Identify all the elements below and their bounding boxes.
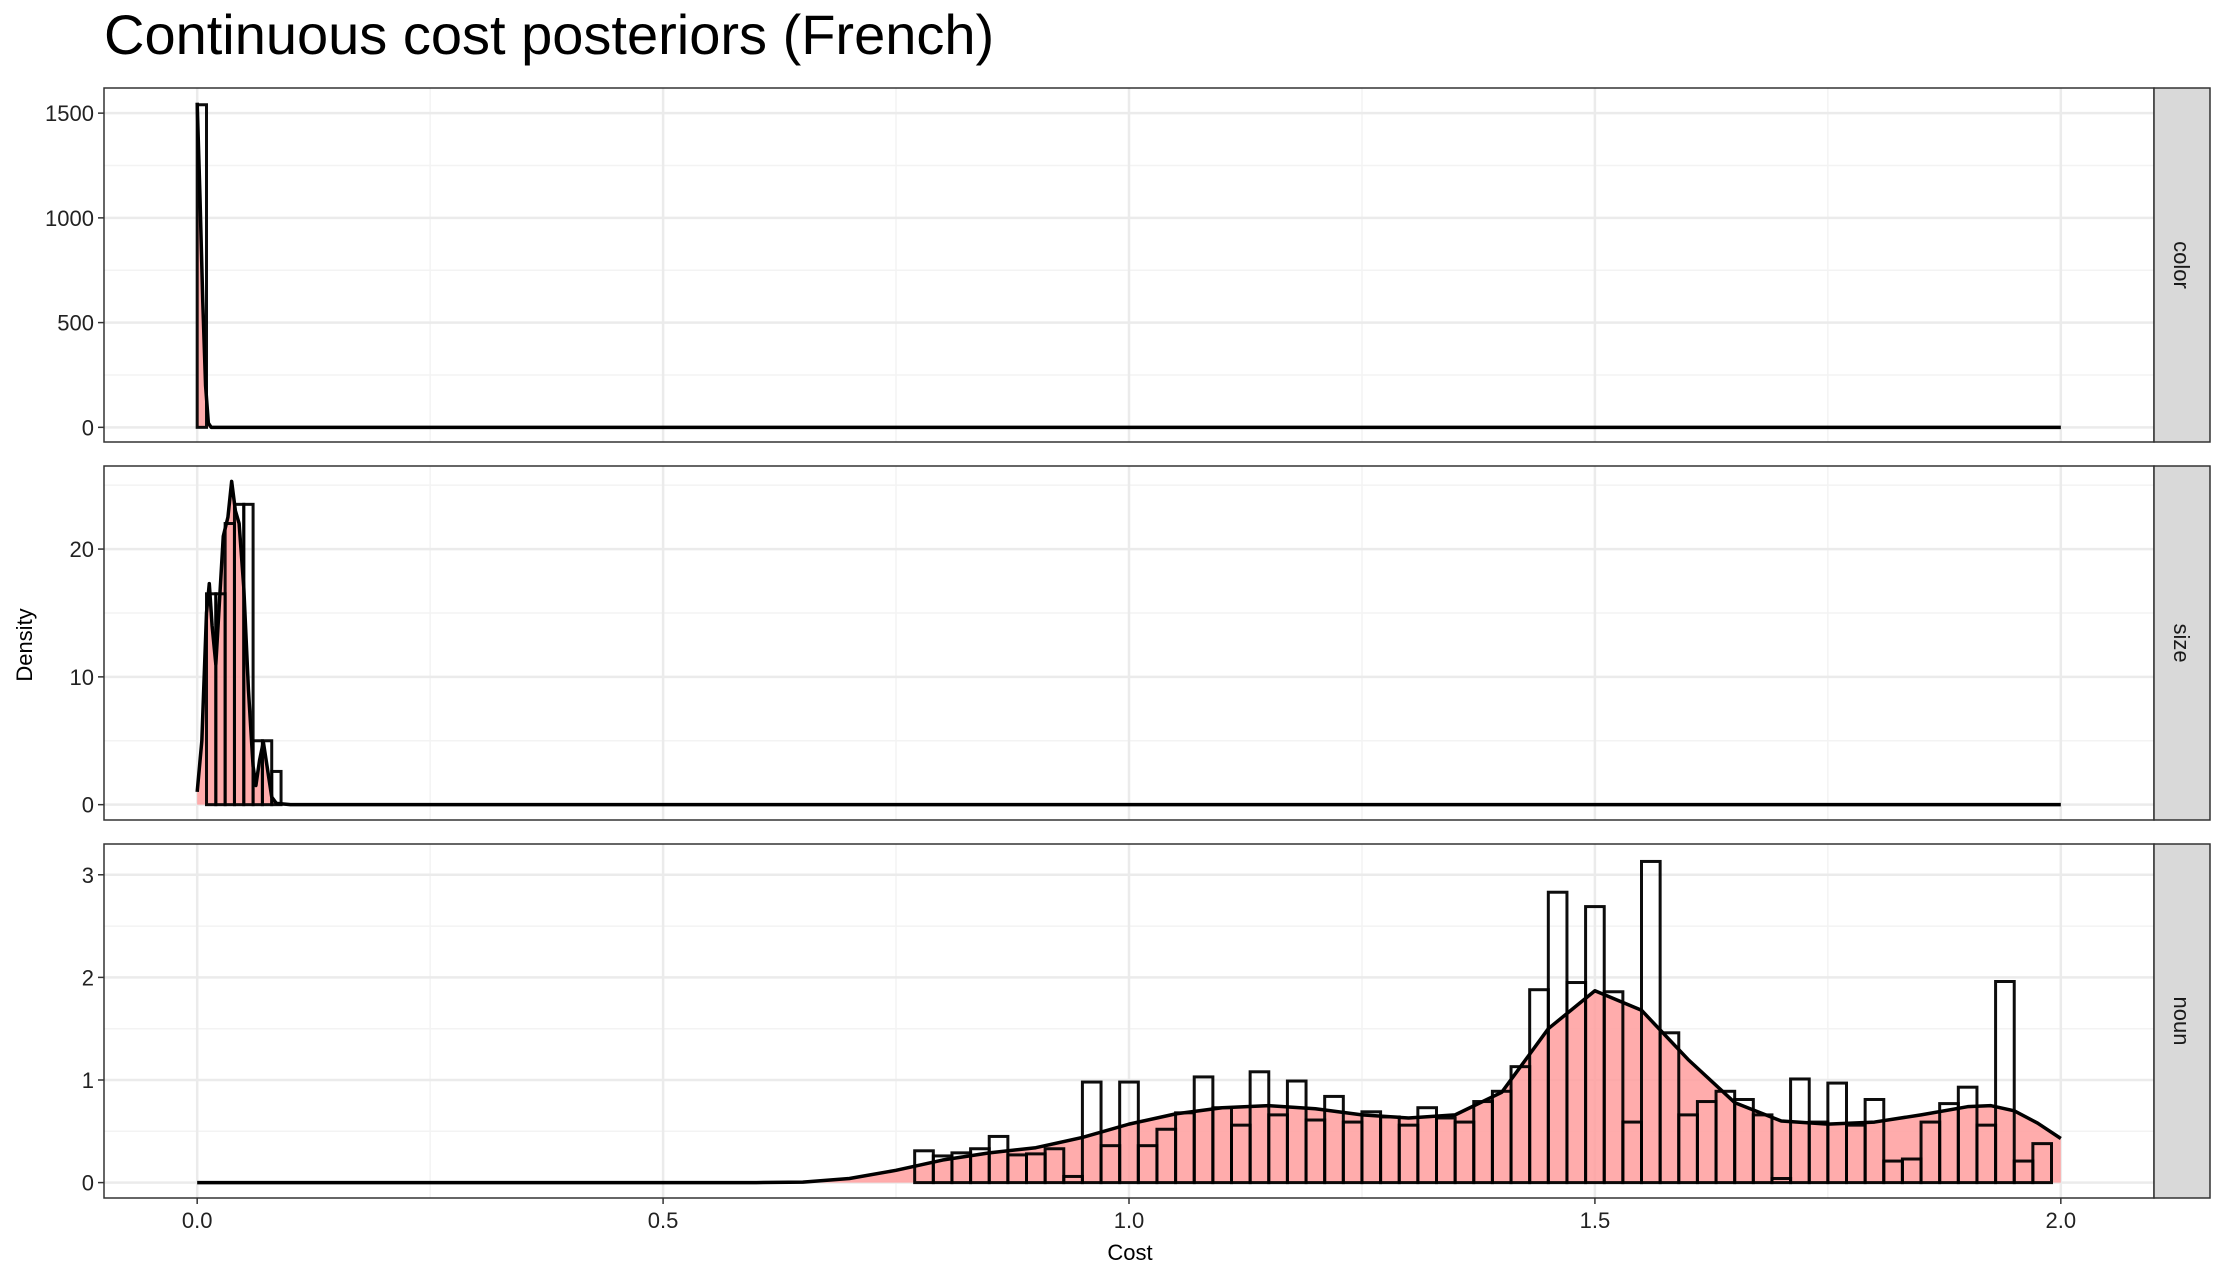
density-line-noun xyxy=(197,988,2062,1185)
density-line-size xyxy=(195,479,2061,807)
y-tick-label: 20 xyxy=(70,537,94,562)
histogram-noun xyxy=(913,859,2054,1185)
histogram-bar xyxy=(2031,1142,2054,1185)
histogram-bar xyxy=(1863,1097,1886,1185)
strip-background xyxy=(2153,87,2211,443)
strip-label: size xyxy=(2169,623,2194,662)
histogram-bar xyxy=(242,502,255,807)
density-line-color xyxy=(195,102,2061,430)
histogram-bar xyxy=(1602,990,1625,1185)
strip-label: color xyxy=(2169,241,2194,289)
facet-strip-size: size xyxy=(2153,465,2211,821)
y-tick-label: 10 xyxy=(70,665,94,690)
chart-title: Continuous cost posteriors (French) xyxy=(104,3,995,66)
y-tick-label: 500 xyxy=(57,311,94,336)
facet-strip-color: color xyxy=(2153,87,2211,443)
facet-strip-noun: noun xyxy=(2153,843,2211,1199)
y-tick-label: 2 xyxy=(82,965,94,990)
y-axis-color: 0 500 1000 1500 xyxy=(45,101,104,440)
histogram-color xyxy=(195,103,209,429)
y-tick-label: 0 xyxy=(82,793,94,818)
histogram-bar xyxy=(1043,1147,1066,1185)
x-tick-label: 2.0 xyxy=(2046,1208,2077,1233)
x-tick-label: 1.0 xyxy=(1114,1208,1145,1233)
y-tick-label: 3 xyxy=(82,863,94,888)
facet-panel-noun: 0 1 2 3 noun xyxy=(82,843,2211,1199)
y-tick-label: 1000 xyxy=(45,206,94,231)
y-tick-label: 0 xyxy=(82,1171,94,1196)
x-axis-title: Cost xyxy=(1107,1240,1152,1265)
y-tick-label: 0 xyxy=(82,415,94,440)
y-tick-label: 1500 xyxy=(45,101,94,126)
facet-panel-color: 0 500 1000 1500 color xyxy=(45,87,2211,443)
strip-background xyxy=(2153,465,2211,821)
histogram-bar xyxy=(1658,1031,1681,1185)
histogram-bar xyxy=(1994,979,2016,1185)
x-tick-label: 0.0 xyxy=(182,1208,213,1233)
y-axis-size: 0 10 20 xyxy=(70,537,104,818)
histogram-bar xyxy=(1118,1080,1140,1185)
x-tick-label: 1.5 xyxy=(1580,1208,1611,1233)
strip-label: noun xyxy=(2169,997,2194,1046)
histogram-size xyxy=(205,502,283,807)
y-tick-label: 1 xyxy=(82,1068,94,1093)
x-tick-label: 0.5 xyxy=(648,1208,679,1233)
facet-panel-size: 0 10 20 size xyxy=(70,465,2211,821)
y-axis-noun: 0 1 2 3 xyxy=(82,863,104,1196)
y-axis-title: Density xyxy=(12,608,37,681)
histogram-bar xyxy=(1640,859,1662,1185)
facet-panels: 0 500 1000 1500 color 0 10 20 size 0 1 2 3 noun xyxy=(45,87,2211,1199)
strip-background xyxy=(2153,843,2211,1199)
x-axis: 0.0 0.5 1.0 1.5 2.0 xyxy=(182,1198,2076,1233)
histogram-bar xyxy=(195,103,209,429)
density-area-noun xyxy=(197,990,2061,1183)
